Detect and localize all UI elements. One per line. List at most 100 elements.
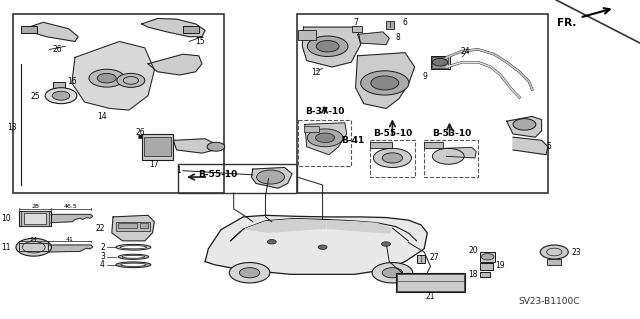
Text: 41: 41 [65,237,73,242]
Polygon shape [112,215,154,241]
Text: 3: 3 [100,252,105,261]
Text: 16: 16 [67,77,77,86]
Text: 46.5: 46.5 [63,204,77,209]
Circle shape [382,268,403,278]
Circle shape [540,245,568,259]
Bar [297,14,548,193]
Bar [370,140,415,177]
Ellipse shape [116,262,151,268]
Text: 15: 15 [196,37,205,46]
Bar [480,263,493,270]
Bar [140,223,148,228]
Text: 18: 18 [468,271,478,279]
Text: 17: 17 [150,160,159,169]
Ellipse shape [121,263,146,266]
Polygon shape [205,215,428,274]
Polygon shape [356,53,415,108]
Polygon shape [513,137,548,155]
Circle shape [207,142,225,151]
Text: 21: 21 [426,292,435,300]
Text: 5: 5 [546,142,551,151]
Polygon shape [507,116,541,137]
Circle shape [45,88,77,104]
Circle shape [433,148,464,164]
Circle shape [257,170,285,184]
Bar [480,272,490,277]
Ellipse shape [120,246,147,249]
Bar [417,255,426,263]
Bar [396,273,465,292]
Text: B-55-10: B-55-10 [198,170,237,179]
Text: 19: 19 [495,261,505,270]
Text: 23: 23 [572,248,581,256]
Polygon shape [148,54,202,75]
Bar [353,26,362,32]
Polygon shape [302,27,361,67]
Polygon shape [72,41,154,110]
Bar [24,213,47,224]
Text: 20: 20 [468,246,478,255]
Bar [19,211,51,226]
Circle shape [316,41,339,52]
Circle shape [307,129,343,147]
Ellipse shape [122,256,145,258]
Bar [13,14,224,193]
Bar [183,26,199,33]
Text: 26: 26 [52,45,62,54]
Bar [21,211,49,226]
Bar [298,120,351,166]
Circle shape [89,69,125,87]
Circle shape [513,119,536,130]
Bar [397,274,463,291]
Text: ■: ■ [138,133,143,138]
Text: 6: 6 [403,18,408,27]
Circle shape [371,76,399,90]
Circle shape [268,240,276,244]
Text: B-53-10: B-53-10 [432,130,471,138]
Bar [547,259,561,265]
Text: 26: 26 [136,128,145,137]
Circle shape [318,245,327,249]
Text: B-41: B-41 [341,136,365,145]
Text: 28: 28 [31,204,39,209]
Polygon shape [328,221,391,233]
Circle shape [433,58,447,66]
Polygon shape [24,22,78,41]
Bar [424,140,478,177]
Bar [52,82,65,88]
Polygon shape [49,245,93,252]
Bar [21,26,37,33]
Polygon shape [446,147,476,158]
Text: 22: 22 [95,224,105,233]
Text: 24: 24 [29,237,38,242]
Text: 1: 1 [176,166,181,175]
Polygon shape [305,123,347,155]
Text: 9: 9 [422,72,428,81]
Text: SV23-B1100C: SV23-B1100C [518,297,580,306]
Circle shape [117,73,145,87]
Polygon shape [173,139,218,153]
Text: B-37-10: B-37-10 [305,107,344,115]
Ellipse shape [118,254,148,259]
Circle shape [52,91,70,100]
Text: 8: 8 [396,33,401,42]
Text: 7: 7 [353,19,358,27]
Bar [431,56,449,69]
Circle shape [372,263,413,283]
Circle shape [229,263,270,283]
Polygon shape [358,32,389,45]
Circle shape [307,36,348,56]
Circle shape [239,268,260,278]
Text: 24: 24 [461,47,470,56]
Circle shape [361,71,409,95]
Bar [143,137,172,156]
Text: 10: 10 [1,214,11,223]
Bar [298,30,316,40]
Text: FR.: FR. [557,18,577,27]
Bar [118,223,137,228]
Bar [178,164,297,193]
Text: 27: 27 [429,253,439,262]
Text: 4: 4 [100,260,105,269]
Circle shape [16,238,51,256]
Text: 14: 14 [97,112,106,121]
